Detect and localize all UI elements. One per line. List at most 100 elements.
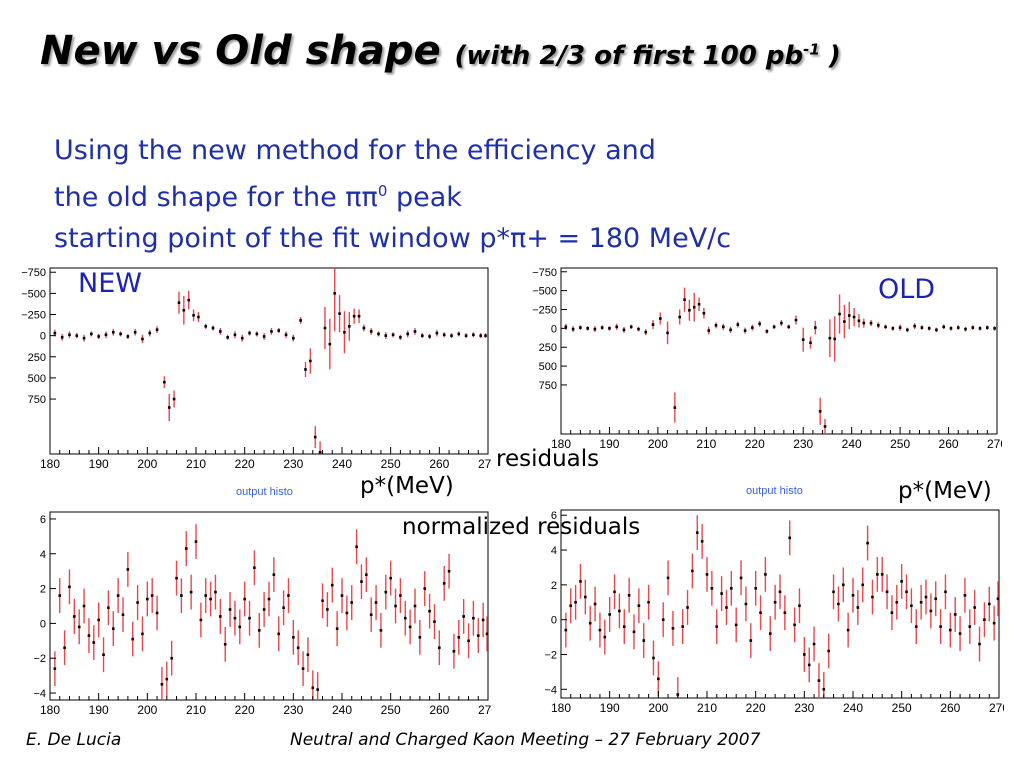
marker: [150, 594, 154, 597]
marker: [126, 335, 130, 338]
data-point: [615, 323, 619, 330]
marker: [739, 576, 743, 580]
data-point: [170, 640, 173, 676]
intro-line-2b: peak: [387, 182, 462, 213]
data-point: [267, 581, 271, 617]
data-point: [330, 567, 334, 603]
data-point: [843, 304, 846, 339]
data-point: [326, 592, 329, 627]
marker: [63, 646, 66, 650]
marker: [736, 323, 740, 326]
marker: [423, 587, 427, 590]
title-sup: -1: [803, 40, 820, 59]
x-tick-label: 220: [745, 437, 765, 451]
marker: [973, 606, 976, 609]
marker: [148, 331, 152, 335]
marker: [725, 606, 728, 609]
data-point: [481, 602, 485, 638]
data-point: [243, 581, 246, 617]
marker: [155, 328, 159, 332]
marker: [214, 590, 217, 594]
data-point: [788, 520, 792, 556]
marker: [318, 451, 322, 454]
marker: [822, 687, 826, 691]
marker: [77, 625, 81, 629]
data-point: [209, 581, 212, 617]
data-point: [442, 332, 446, 338]
data-point: [827, 633, 830, 669]
marker: [608, 613, 611, 616]
marker: [272, 573, 276, 576]
data-point: [885, 574, 889, 610]
data-point: [856, 590, 860, 625]
data-point: [262, 592, 266, 627]
data-point: [211, 325, 215, 331]
data-point: [175, 560, 178, 596]
data-point: [304, 361, 307, 378]
data-point: [983, 602, 986, 638]
data-point: [659, 312, 662, 325]
marker: [885, 590, 889, 594]
marker: [608, 327, 611, 330]
y-tick-label: 750: [28, 394, 46, 406]
marker: [197, 315, 200, 319]
marker: [418, 636, 422, 639]
data-point: [442, 565, 446, 601]
intro-line-2: the old shape for the ππ0 peak: [54, 171, 731, 218]
data-point: [593, 326, 597, 333]
data-point: [877, 322, 880, 329]
x-tick-label: 260: [429, 703, 449, 717]
marker: [255, 332, 259, 336]
marker: [333, 292, 336, 295]
data-point: [992, 605, 996, 641]
marker: [934, 597, 938, 601]
data-points: [564, 287, 996, 434]
marker: [75, 334, 79, 337]
x-tick-label: 200: [137, 457, 157, 471]
marker: [408, 625, 412, 629]
data-point: [121, 597, 125, 633]
marker: [683, 298, 686, 301]
new-normalized-residuals-chart: −4 −2 0 2 4 6 180 190 200 210 220 230 240 250 260 270: [33, 511, 492, 717]
data-point: [92, 625, 96, 660]
data-point: [299, 317, 302, 324]
marker: [593, 327, 597, 331]
data-point: [787, 324, 790, 330]
data-point: [316, 672, 319, 700]
marker: [564, 628, 568, 632]
marker: [292, 636, 295, 639]
x-tick-label: 190: [89, 703, 109, 717]
data-point: [233, 331, 237, 339]
data-point: [384, 332, 388, 340]
marker: [837, 602, 840, 606]
marker: [673, 406, 677, 409]
data-point: [803, 637, 806, 672]
x-tick-label: 200: [137, 703, 157, 717]
data-point: [467, 623, 470, 659]
x-tick-label: 210: [696, 437, 716, 451]
data-point: [204, 578, 208, 613]
data-point: [942, 324, 946, 330]
data-point: [296, 630, 300, 666]
marker: [277, 329, 281, 332]
data-point: [472, 332, 475, 338]
y-tick-label: −500: [532, 286, 557, 298]
marker: [457, 636, 461, 639]
title-sub-end: ): [819, 41, 841, 71]
marker: [671, 627, 675, 630]
marker: [330, 583, 334, 587]
marker: [895, 600, 899, 604]
data-point: [131, 621, 135, 657]
marker: [857, 319, 861, 323]
marker: [87, 634, 91, 637]
marker: [817, 679, 821, 682]
data-point: [953, 597, 957, 632]
data-point: [652, 640, 655, 676]
intro-pi: π: [510, 223, 527, 254]
marker: [906, 328, 909, 332]
data-point: [730, 570, 733, 606]
data-point: [586, 326, 589, 331]
data-point: [318, 441, 322, 454]
marker: [852, 315, 856, 319]
data-point: [340, 578, 344, 613]
